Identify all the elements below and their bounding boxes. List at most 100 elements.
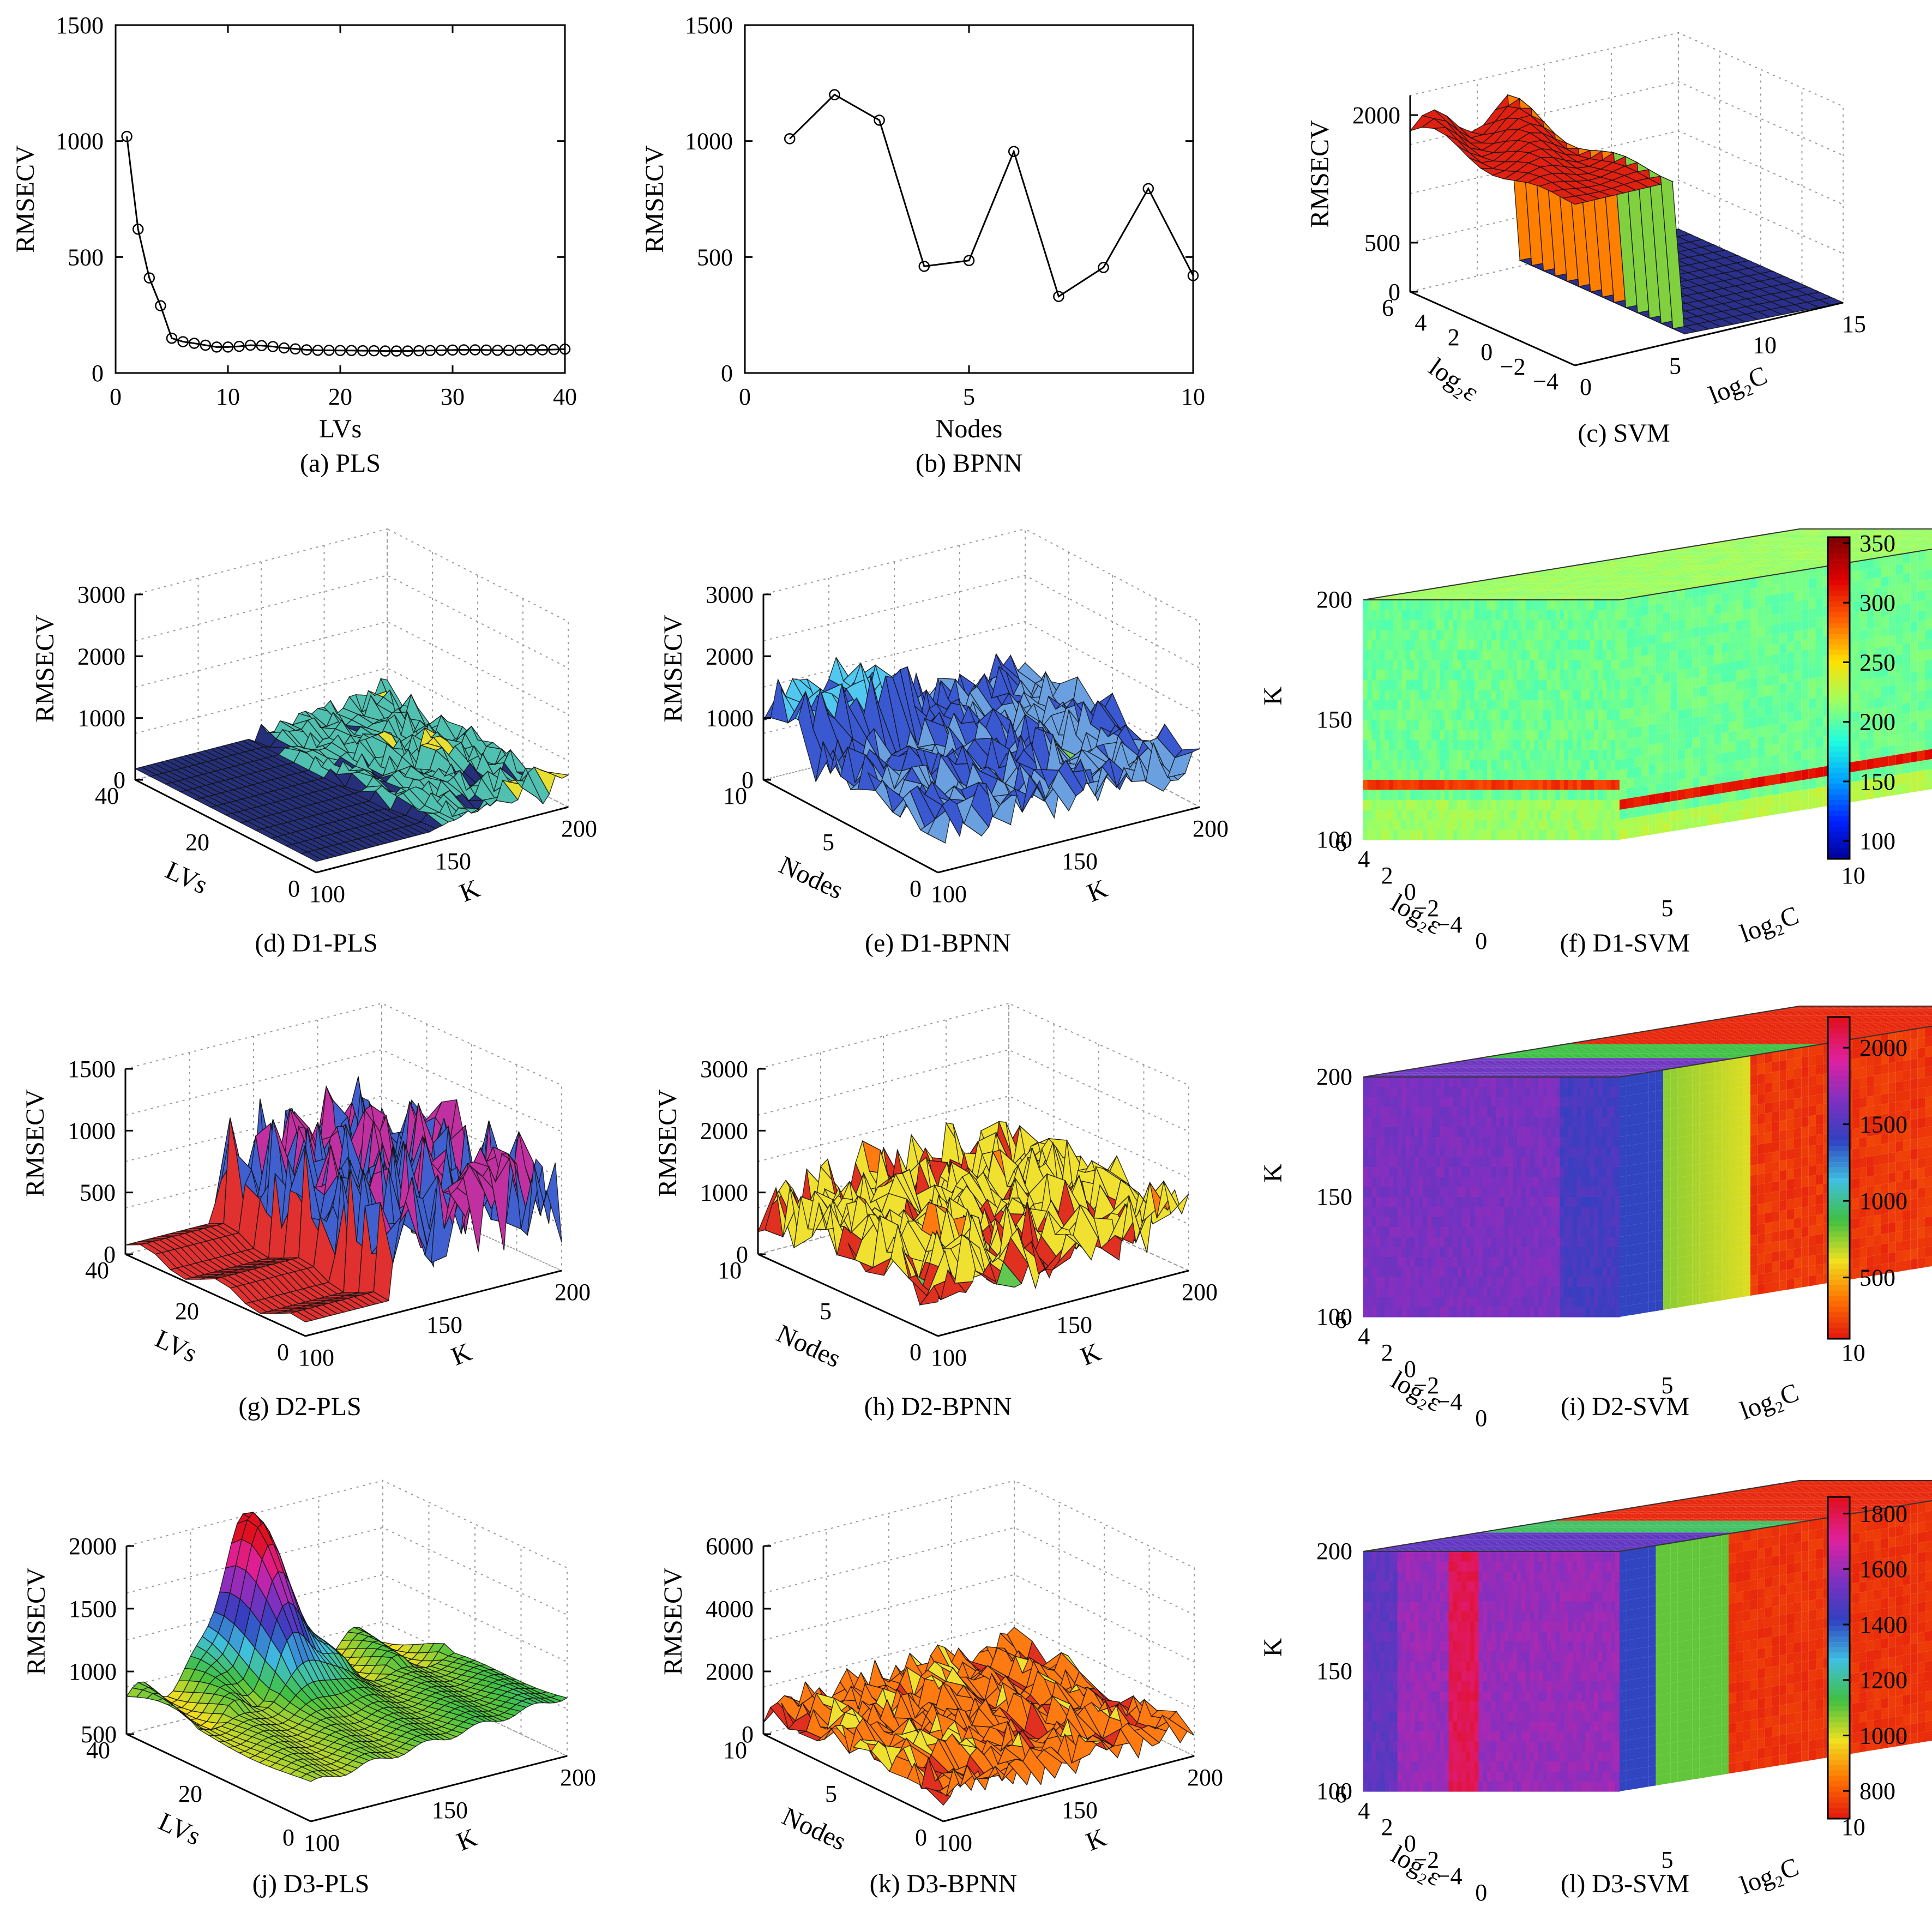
front-cell: [1380, 649, 1385, 660]
front-cell: [1367, 769, 1373, 780]
front-cell: [1564, 640, 1569, 651]
axis1-tick-label: 0: [910, 1339, 922, 1365]
front-cell: [1585, 829, 1590, 840]
front-cell: [1385, 640, 1389, 651]
front-cell: [1427, 649, 1432, 660]
front-cell: [1555, 660, 1560, 670]
front-cell: [1466, 760, 1471, 771]
axis1-label: LVs: [161, 856, 212, 900]
front-cell: [1436, 799, 1441, 810]
front-cell: [1470, 730, 1475, 741]
front-cell: [1568, 720, 1573, 730]
front-cell: [1466, 610, 1471, 621]
y-tick-label: 1000: [56, 128, 104, 155]
front-cell: [1371, 619, 1377, 630]
front-cell: [1585, 810, 1590, 820]
front-cell: [1525, 700, 1531, 711]
axis2-tick-label: 200: [1193, 815, 1229, 842]
front-cell: [1581, 640, 1586, 651]
front-cell: [1397, 649, 1403, 660]
front-cell: [1401, 630, 1406, 640]
front-cell: [1606, 690, 1611, 700]
front-cell: [1517, 600, 1522, 610]
front-cell: [1483, 799, 1488, 810]
front-cell: [1615, 619, 1620, 630]
front-cell: [1436, 829, 1441, 840]
right-cell: [1620, 808, 1627, 820]
front-cell: [1423, 660, 1428, 670]
front-cell: [1427, 730, 1432, 741]
axis2-label: K: [1083, 874, 1111, 907]
front-cell: [1581, 750, 1586, 760]
front-cell: [1555, 690, 1560, 700]
front-cell: [1568, 780, 1573, 790]
axis2-tick-label: 5: [1669, 353, 1681, 380]
front-cell: [1389, 769, 1394, 780]
front-cell: [1415, 780, 1419, 790]
data-point: [155, 300, 166, 311]
front-cell: [1504, 769, 1509, 780]
front-cell: [1466, 750, 1471, 760]
front-cell: [1415, 600, 1419, 610]
front-cell: [1500, 670, 1505, 681]
front-cell: [1508, 769, 1513, 780]
front-cell: [1513, 780, 1518, 790]
front-cell: [1393, 690, 1398, 700]
front-cell: [1555, 670, 1560, 681]
front-cell: [1590, 610, 1594, 621]
front-cell: [1363, 679, 1368, 690]
front-cell: [1491, 649, 1496, 660]
front-cell: [1466, 660, 1471, 670]
front-cell: [1500, 820, 1505, 831]
front-cell: [1410, 720, 1415, 730]
front-cell: [1474, 679, 1479, 690]
front-cell: [1466, 709, 1471, 720]
front-cell: [1495, 640, 1501, 651]
front-cell: [1521, 610, 1526, 621]
front-cell: [1415, 739, 1419, 750]
front-cell: [1376, 679, 1381, 690]
front-cell: [1453, 750, 1458, 760]
front-cell: [1385, 810, 1389, 820]
front-cell: [1602, 610, 1608, 621]
front-cell: [1415, 709, 1419, 720]
front-cell: [1474, 660, 1479, 670]
front-cell: [1611, 739, 1616, 750]
front-cell: [1513, 730, 1518, 741]
front-cell: [1560, 739, 1564, 750]
front-cell: [1478, 820, 1483, 831]
z-tick-label: 500: [1364, 230, 1400, 256]
front-cell: [1560, 799, 1564, 810]
front-cell: [1385, 750, 1389, 760]
front-cell: [1611, 670, 1616, 681]
front-cell: [1380, 660, 1385, 670]
front-cell: [1393, 780, 1398, 790]
z-tick-label: 1000: [68, 1117, 116, 1144]
data-point: [1008, 146, 1020, 158]
front-cell: [1504, 730, 1509, 741]
axis2-tick-label: 0: [1580, 374, 1592, 400]
front-cell: [1487, 670, 1492, 681]
front-cell: [1504, 780, 1509, 790]
front-cell: [1376, 760, 1381, 771]
front-cell: [1427, 810, 1432, 820]
front-cell: [1483, 649, 1488, 660]
front-cell: [1410, 690, 1415, 700]
front-cell: [1615, 690, 1620, 700]
front-cell: [1611, 810, 1616, 820]
front-cell: [1461, 619, 1466, 630]
data-point: [121, 130, 133, 142]
front-cell: [1367, 760, 1373, 771]
front-cell: [1560, 640, 1564, 651]
front-cell: [1371, 790, 1377, 801]
front-cell: [1611, 619, 1616, 630]
front-cell: [1401, 649, 1406, 660]
right-cell: [1634, 666, 1641, 678]
front-cell: [1453, 790, 1458, 801]
right-cell: [1634, 776, 1641, 787]
front-cell: [1487, 709, 1492, 720]
data-point: [222, 341, 234, 353]
front-cell: [1615, 670, 1620, 681]
front-cell: [1427, 790, 1432, 801]
